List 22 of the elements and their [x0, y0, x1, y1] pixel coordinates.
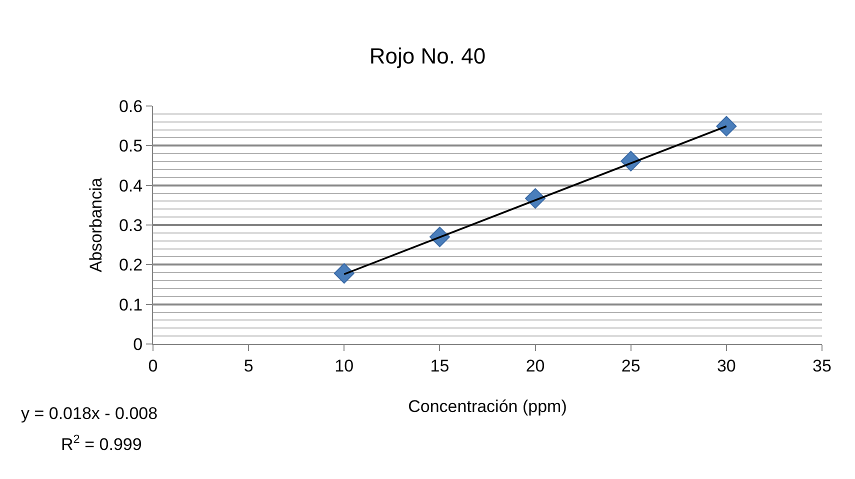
x-tick-label: 15 — [430, 356, 450, 376]
y-axis-title: Absorbancia — [86, 177, 106, 272]
x-tick-label: 5 — [244, 356, 254, 376]
y-tick-label: 0 — [133, 334, 143, 354]
y-tick-label: 0.3 — [118, 216, 143, 235]
x-tick-label: 30 — [716, 356, 736, 376]
chart-title: Rojo No. 40 — [369, 43, 486, 68]
text: y = 0.018x - 0.008 — [21, 404, 158, 423]
text: R$^{2}$ = 0.999 — [61, 432, 142, 454]
x-tick-label: 20 — [526, 356, 545, 376]
y-tick-label: 0.6 — [118, 96, 143, 116]
x-tick-label: 10 — [334, 356, 354, 376]
x-tick-label: 0 — [148, 356, 158, 376]
y-tick-label: 0.1 — [118, 295, 143, 314]
y-tick-label: 0.2 — [118, 256, 143, 275]
point — [334, 263, 354, 284]
point — [716, 116, 737, 136]
x-tick-label: 25 — [621, 356, 640, 376]
y-tick-label: 0.5 — [118, 136, 143, 156]
y-tick-label: 0.4 — [118, 176, 143, 196]
x-axis-title: Concentración (ppm) — [408, 396, 567, 416]
x-tick-label: 35 — [812, 356, 832, 376]
